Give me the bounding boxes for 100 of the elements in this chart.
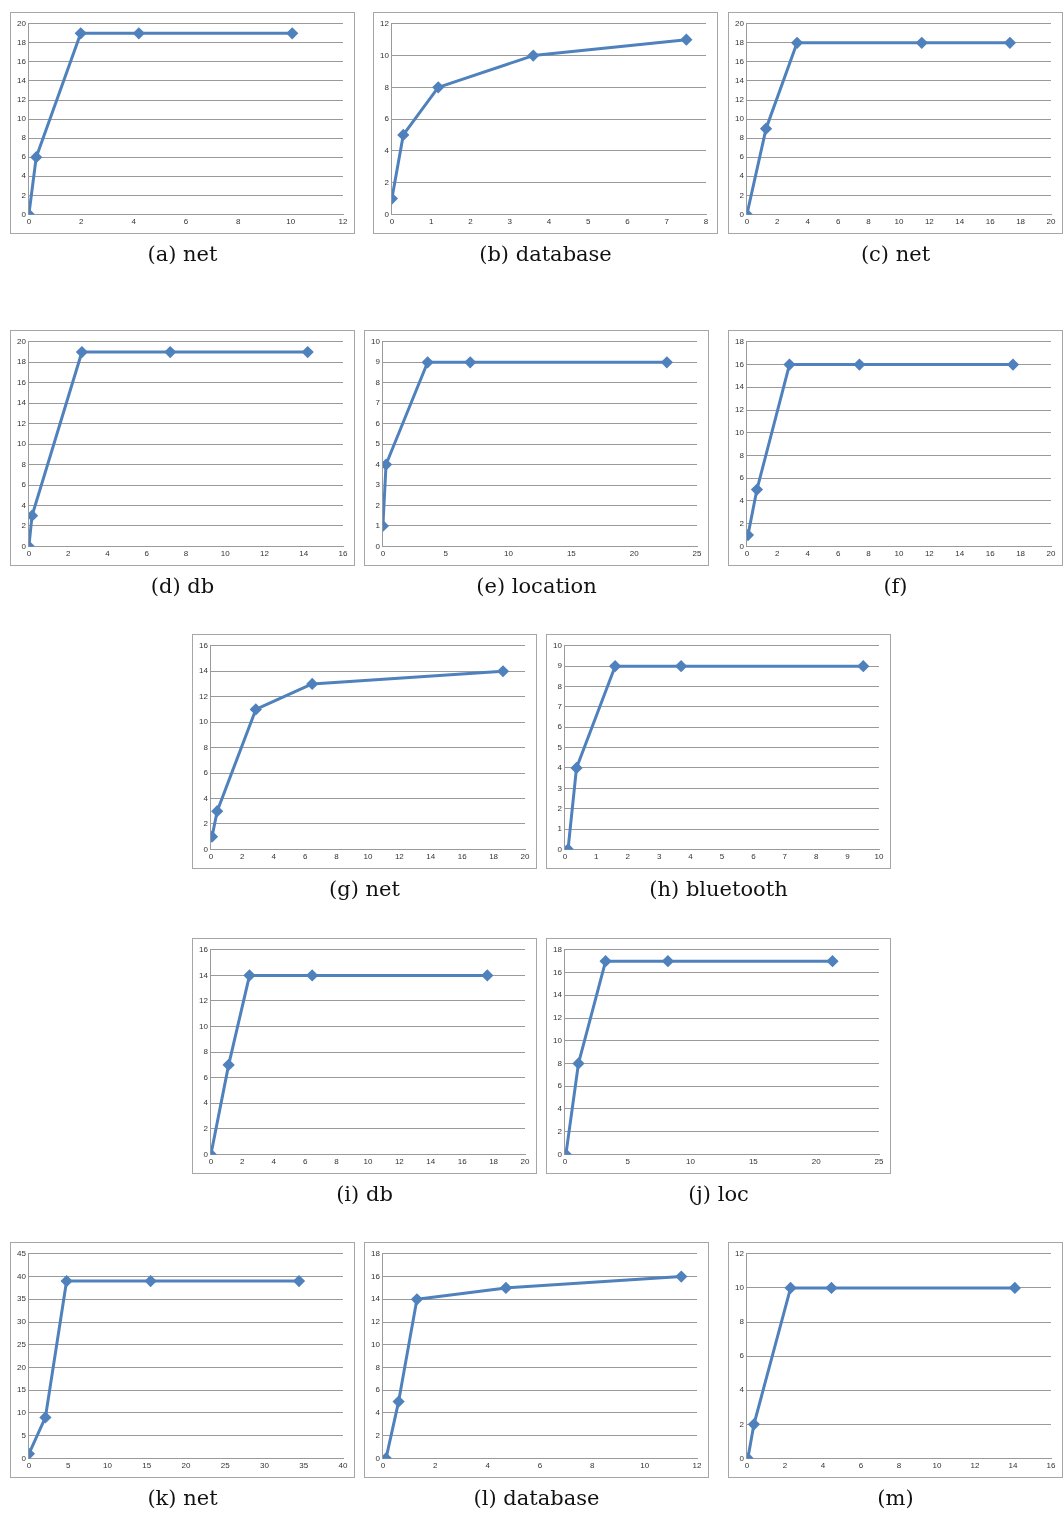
y-tick-label: 18 bbox=[16, 357, 27, 367]
x-tick-label: 4 bbox=[131, 217, 137, 227]
x-tick-label: 10 bbox=[894, 217, 904, 227]
y-tick-label: 2 bbox=[203, 1124, 209, 1134]
y-tick-label: 18 bbox=[552, 945, 563, 954]
x-tick-label: 5 bbox=[65, 1461, 71, 1471]
x-tick-label: 2 bbox=[468, 217, 474, 227]
point bbox=[145, 1275, 157, 1287]
y-tick-label: 0 bbox=[375, 1453, 381, 1463]
x-tick-label: 6 bbox=[144, 549, 150, 559]
x-tick-label: 4 bbox=[688, 852, 694, 862]
y-tick-label: 4 bbox=[739, 171, 745, 181]
y-tick-label: 4 bbox=[203, 1098, 209, 1108]
point bbox=[306, 678, 318, 690]
text: (i) db bbox=[335, 1182, 394, 1206]
y-tick-label: 4 bbox=[21, 171, 27, 181]
y-tick-label: 4 bbox=[21, 500, 27, 510]
x-tick-label: 18 bbox=[1016, 217, 1026, 227]
y-tick-label: 12 bbox=[16, 95, 27, 105]
text: (m) bbox=[876, 1486, 915, 1510]
x-tick-label: 4 bbox=[271, 852, 277, 862]
point bbox=[133, 27, 145, 39]
point bbox=[680, 34, 692, 46]
x-tick-label: 30 bbox=[260, 1461, 270, 1471]
x-tick-label: 5 bbox=[443, 549, 449, 559]
y-tick-label: 14 bbox=[370, 1294, 381, 1304]
x-tick-label: 6 bbox=[302, 852, 308, 862]
y-tick-label: 0 bbox=[21, 1453, 27, 1463]
y-tick-label: 10 bbox=[16, 114, 27, 124]
y-tick-label: 14 bbox=[552, 990, 563, 1000]
x-tick-label: 12 bbox=[924, 217, 935, 227]
point bbox=[61, 1275, 73, 1287]
y-tick-label: 20 bbox=[16, 1362, 27, 1372]
x-tick-label: 12 bbox=[260, 549, 270, 559]
x-tick-label: 10 bbox=[874, 852, 884, 862]
x-tick-label: 15 bbox=[142, 1461, 152, 1471]
point bbox=[791, 37, 803, 49]
x-tick-label: 9 bbox=[845, 852, 851, 862]
y-tick-label: 6 bbox=[739, 473, 745, 483]
y-tick-label: 18 bbox=[734, 337, 745, 346]
x-tick-label: 2 bbox=[625, 852, 631, 862]
point bbox=[609, 660, 621, 672]
y-tick-label: 6 bbox=[739, 152, 745, 162]
x-tick-label: 6 bbox=[183, 217, 189, 227]
point bbox=[293, 1275, 305, 1287]
y-tick-label: 6 bbox=[384, 114, 390, 124]
text: (l) database bbox=[472, 1486, 601, 1510]
y-tick-label: 2 bbox=[739, 190, 745, 200]
text: (a) net bbox=[146, 242, 219, 266]
point bbox=[675, 1271, 687, 1283]
x-tick-label: 3 bbox=[656, 852, 662, 862]
y-tick-label: 2 bbox=[203, 819, 209, 829]
y-tick-label: 10 bbox=[734, 1283, 745, 1293]
y-tick-label: 0 bbox=[203, 1149, 209, 1159]
x-tick-label: 6 bbox=[302, 1157, 308, 1167]
y-tick-label: 0 bbox=[739, 1453, 745, 1463]
y-tick-label: 14 bbox=[734, 76, 745, 86]
x-tick-label: 4 bbox=[820, 1461, 826, 1471]
x-tick-label: 4 bbox=[105, 549, 111, 559]
y-tick-label: 12 bbox=[552, 1013, 563, 1023]
y-tick-label: 9 bbox=[557, 661, 563, 671]
x-tick-label: 20 bbox=[181, 1461, 191, 1471]
y-tick-label: 10 bbox=[552, 641, 563, 650]
point bbox=[481, 969, 493, 981]
x-tick-label: 12 bbox=[924, 549, 935, 559]
text: (b) database bbox=[478, 242, 613, 266]
x-tick-label: 16 bbox=[338, 549, 348, 559]
x-tick-label: 5 bbox=[719, 852, 725, 862]
point bbox=[211, 805, 223, 817]
point bbox=[286, 27, 298, 39]
y-tick-label: 10 bbox=[16, 439, 27, 449]
x-tick-label: 35 bbox=[299, 1461, 309, 1471]
y-tick-label: 10 bbox=[734, 114, 745, 124]
text: (d) db bbox=[149, 574, 216, 598]
x-tick-label: 10 bbox=[932, 1461, 942, 1471]
y-tick-label: 18 bbox=[16, 38, 27, 48]
point bbox=[250, 703, 262, 715]
text: (k) net bbox=[146, 1486, 219, 1510]
x-tick-label: 12 bbox=[338, 217, 348, 227]
point bbox=[75, 27, 87, 39]
point bbox=[661, 356, 673, 368]
y-tick-label: 14 bbox=[198, 970, 209, 980]
y-tick-label: 16 bbox=[198, 945, 209, 954]
y-tick-label: 10 bbox=[198, 1021, 209, 1031]
x-tick-label: 16 bbox=[985, 549, 996, 559]
x-tick-label: 20 bbox=[520, 1157, 530, 1167]
text: (g) net bbox=[328, 877, 401, 901]
y-tick-label: 0 bbox=[21, 541, 27, 551]
x-tick-label: 14 bbox=[955, 217, 965, 227]
y-tick-label: 14 bbox=[734, 382, 745, 392]
point bbox=[760, 123, 772, 135]
y-tick-label: 12 bbox=[379, 19, 390, 28]
x-tick-label: 2 bbox=[240, 852, 246, 862]
x-tick-label: 20 bbox=[520, 852, 530, 862]
y-tick-label: 16 bbox=[198, 641, 209, 650]
y-tick-label: 10 bbox=[379, 50, 390, 60]
point bbox=[751, 484, 763, 496]
x-tick-label: 10 bbox=[220, 549, 231, 559]
x-tick-label: 18 bbox=[489, 1157, 499, 1167]
x-tick-label: 6 bbox=[751, 852, 757, 862]
